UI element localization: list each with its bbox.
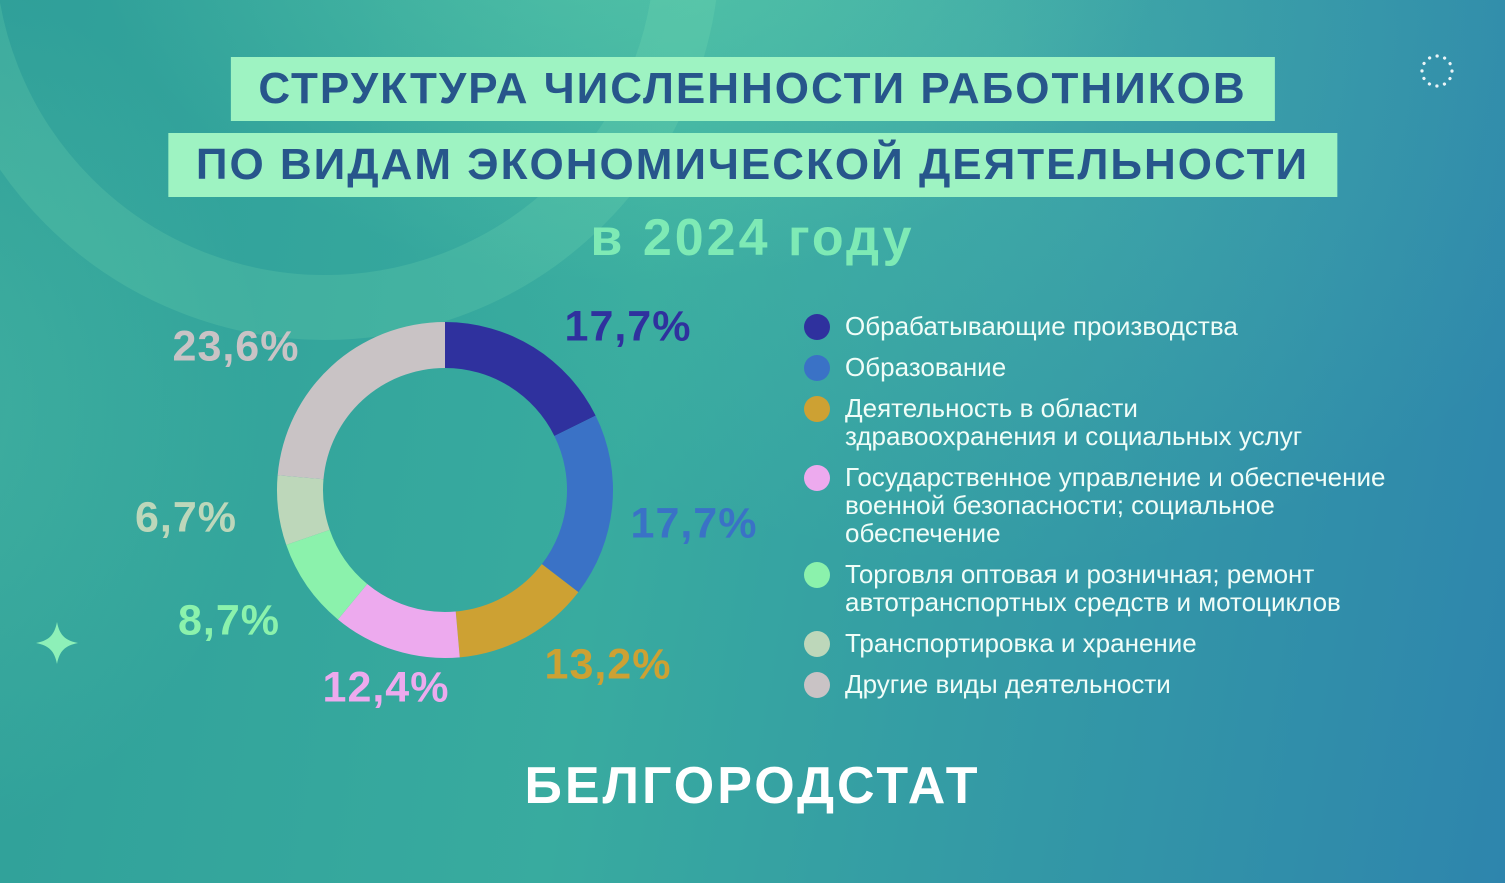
title-banner-line2: ПО ВИДАМ ЭКОНОМИЧЕСКОЙ ДЕЯТЕЛЬНОСТИ <box>167 133 1338 197</box>
donut-segment <box>455 564 579 658</box>
footer-org-name: БЕЛГОРОДСТАТ <box>524 757 981 815</box>
donut-segment <box>286 529 368 620</box>
legend-item: Образование <box>804 353 1476 381</box>
legend-item-label: Обрабатывающие производства <box>845 311 1238 341</box>
legend-dot-icon <box>804 314 830 340</box>
segment-percent-label: 6,7% <box>134 493 238 542</box>
legend-item-label: Государственное управление и обеспечение… <box>845 462 1386 548</box>
legend-dot-icon <box>804 396 830 422</box>
donut-chart <box>277 322 614 659</box>
legend: Обрабатывающие производства Образование Де… <box>804 312 1476 698</box>
segment-percent-label: 13,2% <box>544 640 672 689</box>
legend-dot-icon <box>804 355 830 381</box>
segment-percent-label: 17,7% <box>564 302 692 351</box>
legend-item-label: Торговля оптовая и розничная; ремонт авт… <box>845 559 1341 617</box>
legend-item-label: Транспортировка и хранение <box>845 628 1197 658</box>
segment-percent-label: 17,7% <box>630 499 758 548</box>
title-banner-line1: СТРУКТУРА ЧИСЛЕННОСТИ РАБОТНИКОВ <box>230 57 1275 121</box>
sparkle-icon <box>36 622 78 664</box>
legend-item: Государственное управление и обеспечение… <box>804 463 1476 547</box>
donut-segment <box>277 322 445 480</box>
legend-item: Обрабатывающие производства <box>804 312 1476 340</box>
donut-segment <box>337 584 460 659</box>
legend-dot-icon <box>804 672 830 698</box>
legend-item: Другие виды деятельности <box>804 670 1476 698</box>
page-title-line2: ПО ВИДАМ ЭКОНОМИЧЕСКОЙ ДЕЯТЕЛЬНОСТИ <box>195 140 1310 189</box>
legend-item: Деятельность в области здравоохранения и… <box>804 394 1476 450</box>
legend-item-label: Деятельность в области здравоохранения и… <box>845 393 1303 451</box>
dotted-circle-icon <box>1420 54 1454 88</box>
segment-percent-label: 12,4% <box>322 663 450 712</box>
legend-dot-icon <box>804 465 830 491</box>
donut-segment <box>445 322 596 436</box>
legend-item-label: Образование <box>845 352 1007 382</box>
segment-percent-label: 23,6% <box>172 322 300 371</box>
legend-dot-icon <box>804 562 830 588</box>
legend-item: Торговля оптовая и розничная; ремонт авт… <box>804 560 1476 616</box>
donut-segment <box>277 475 330 545</box>
legend-dot-icon <box>804 631 830 657</box>
legend-item-label: Другие виды деятельности <box>845 669 1171 699</box>
segment-percent-label: 8,7% <box>177 596 281 645</box>
legend-item: Транспортировка и хранение <box>804 629 1476 657</box>
page-title-line1: СТРУКТУРА ЧИСЛЕННОСТИ РАБОТНИКОВ <box>258 64 1247 113</box>
donut-segment <box>541 415 614 593</box>
subtitle-year: в 2024 году <box>590 209 915 267</box>
